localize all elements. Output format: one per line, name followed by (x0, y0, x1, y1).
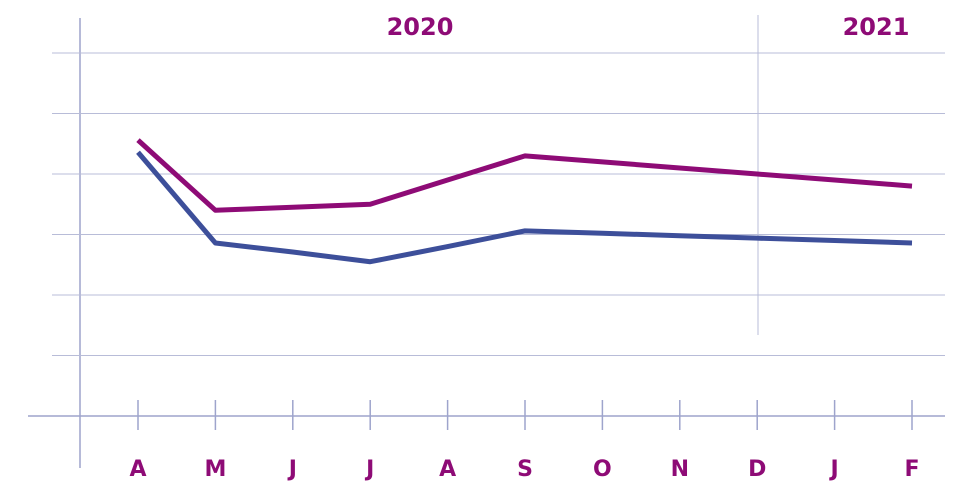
x-tick-label: M (204, 457, 226, 482)
x-tick-label: J (364, 457, 374, 482)
x-tick-label: O (593, 457, 612, 482)
x-tick-label: D (748, 457, 766, 482)
year-label: 2020 (387, 13, 454, 41)
x-tick-label: N (671, 457, 689, 482)
x-tick-label: S (517, 457, 533, 482)
series-line (136, 150, 913, 265)
x-tick-label: J (829, 457, 839, 482)
x-tick-label: J (287, 457, 297, 482)
year-label: 2021 (843, 13, 910, 41)
series-line (136, 138, 913, 213)
x-tick-label: F (904, 457, 919, 482)
x-tick-label: A (129, 457, 146, 482)
x-tick-label: A (439, 457, 456, 482)
